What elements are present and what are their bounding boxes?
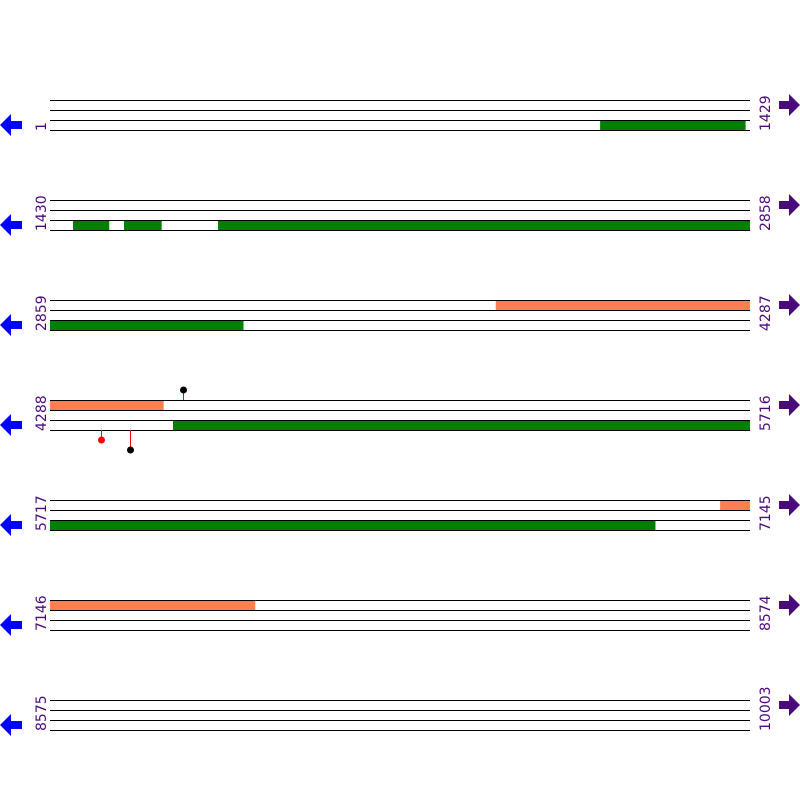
sequence-row: 7146 8574 (0, 594, 800, 636)
arrow-left-icon[interactable] (0, 114, 22, 136)
green-feature-bar[interactable] (172, 420, 750, 430)
arrow-right-icon[interactable] (779, 694, 800, 716)
arrow-right-icon[interactable] (779, 194, 800, 216)
green-feature-bar[interactable] (50, 320, 244, 330)
arrow-right-icon[interactable] (779, 94, 800, 116)
row-end-label: 4287 (758, 295, 774, 331)
row-end-label: 7145 (758, 495, 774, 531)
lollipop-marker[interactable] (98, 436, 105, 444)
row-start-label: 7146 (34, 595, 50, 631)
lollipop-marker[interactable] (180, 386, 187, 394)
lollipop-marker[interactable] (127, 446, 134, 454)
row-start-label: 1 (34, 122, 50, 131)
arrow-right-icon[interactable] (779, 594, 800, 616)
row-start-label: 2859 (34, 295, 50, 331)
arrow-left-icon[interactable] (0, 514, 22, 536)
arrow-left-icon[interactable] (0, 214, 22, 236)
arrow-left-icon[interactable] (0, 414, 22, 436)
green-feature-bar[interactable] (218, 220, 750, 230)
row-end-label: 8574 (758, 595, 774, 631)
row-start-label: 1430 (34, 195, 50, 231)
orange-feature-bar[interactable] (50, 400, 164, 410)
row-end-label: 5716 (758, 395, 774, 431)
green-feature-bar[interactable] (73, 220, 110, 230)
sequence-row: 5717 7145 (0, 494, 800, 536)
green-feature-bar[interactable] (123, 220, 162, 230)
row-start-label: 5717 (34, 495, 50, 531)
arrow-right-icon[interactable] (779, 394, 800, 416)
sequence-row: 8575 10003 (0, 686, 800, 736)
sequence-row: 1 1429 (0, 94, 800, 136)
arrow-left-icon[interactable] (0, 614, 22, 636)
orange-feature-bar[interactable] (50, 600, 256, 610)
orange-feature-bar[interactable] (495, 300, 750, 310)
arrow-right-icon[interactable] (779, 494, 800, 516)
arrow-left-icon[interactable] (0, 314, 22, 336)
row-end-label: 2858 (758, 195, 774, 231)
sequence-row: 1430 2858 (0, 194, 800, 236)
row-start-label: 8575 (34, 695, 50, 731)
green-feature-bar[interactable] (50, 520, 656, 530)
sequence-row: 2859 4287 (0, 294, 800, 336)
arrow-left-icon[interactable] (0, 714, 22, 736)
row-end-label: 1429 (758, 95, 774, 131)
orange-feature-bar[interactable] (720, 500, 750, 510)
green-feature-bar[interactable] (600, 120, 746, 130)
row-start-label: 4288 (34, 395, 50, 431)
arrow-right-icon[interactable] (779, 294, 800, 316)
sequence-row: 4288 5716 (0, 386, 800, 454)
row-end-label: 10003 (758, 686, 774, 731)
